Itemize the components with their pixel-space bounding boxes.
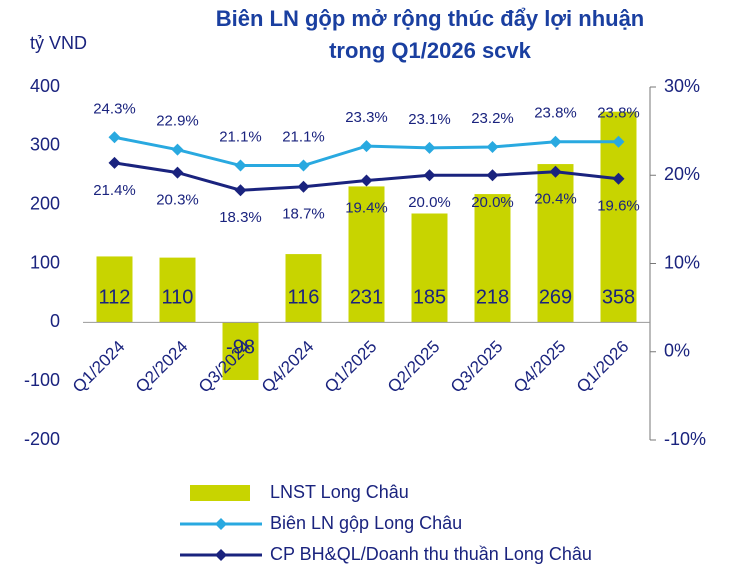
line-marker [423, 141, 436, 154]
line-marker [486, 141, 499, 154]
data-label: 18.7% [282, 206, 325, 223]
y2-tick-label: -10% [664, 429, 706, 449]
chart-title: Biên LN gộp mở rộng thúc đẩy lợi nhuận [216, 6, 645, 31]
line-marker [108, 156, 121, 169]
bar-value-label: 218 [476, 287, 509, 309]
bar-value-label: 358 [602, 287, 635, 309]
y2-tick-label: 30% [664, 76, 700, 96]
line-marker [108, 131, 121, 144]
line-marker [171, 143, 184, 156]
x-tick-label: Q2/2025 [384, 337, 444, 397]
data-label: 23.3% [345, 109, 388, 126]
bar-value-label: 116 [288, 287, 320, 309]
y-tick-label: 0 [50, 311, 60, 331]
legend-swatch [190, 485, 250, 501]
data-label: 21.1% [282, 129, 325, 146]
bar-value-label: 231 [350, 287, 383, 309]
data-label: 23.8% [597, 105, 640, 122]
data-label: 23.2% [471, 110, 514, 127]
y2-tick-label: 10% [664, 252, 700, 272]
line-marker [297, 159, 310, 172]
x-tick-label: Q1/2024 [69, 337, 129, 397]
y-tick-label: 100 [30, 252, 60, 272]
line-marker [612, 172, 625, 185]
data-label: 23.1% [408, 111, 451, 128]
data-label: 21.4% [93, 182, 136, 199]
legend-label: CP BH&QL/Doanh thu thuần Long Châu [270, 544, 592, 564]
y-tick-label: -100 [24, 370, 60, 390]
y-tick-label: 200 [30, 193, 60, 213]
legend-marker [215, 549, 227, 561]
bar [474, 194, 511, 323]
bar [159, 257, 196, 323]
y2-tick-label: 0% [664, 341, 690, 361]
line-marker [612, 135, 625, 148]
y-axis-label: tỷ VND [30, 33, 87, 53]
bar-value-label: 185 [413, 287, 446, 309]
bar-value-label: 112 [99, 287, 131, 309]
bar [285, 254, 322, 323]
line-marker [171, 166, 184, 179]
data-label: 20.3% [156, 192, 199, 209]
y-tick-label: 400 [30, 76, 60, 96]
line-marker [486, 169, 499, 182]
data-label: 19.6% [597, 198, 640, 215]
chart-title: trong Q1/2026 scvk [329, 38, 532, 63]
legend-label: LNST Long Châu [270, 482, 409, 502]
data-label: 20.0% [471, 194, 514, 211]
line-marker [360, 140, 373, 153]
legend-label: Biên LN gộp Long Châu [270, 513, 462, 533]
bar [348, 186, 385, 323]
bar-value-label: 269 [539, 287, 572, 309]
bar [537, 164, 574, 323]
data-label: 24.3% [93, 100, 136, 117]
line-marker [360, 174, 373, 187]
x-tick-label: Q4/2024 [258, 337, 318, 397]
data-label: 23.8% [534, 105, 577, 122]
x-tick-label: Q3/2025 [447, 337, 507, 397]
legend-marker [215, 518, 227, 530]
line-marker [234, 159, 247, 172]
line-marker [549, 165, 562, 178]
line-marker [297, 180, 310, 193]
data-label: 20.0% [408, 194, 451, 211]
data-label: 18.3% [219, 209, 262, 226]
line-marker [234, 184, 247, 197]
y-tick-label: 300 [30, 135, 60, 155]
bar-value-label: 110 [162, 287, 194, 309]
bar [222, 322, 259, 380]
y2-tick-label: 20% [664, 164, 700, 184]
bar [411, 213, 448, 323]
x-tick-label: Q2/2024 [132, 337, 192, 397]
data-label: 19.4% [345, 200, 388, 217]
x-tick-label: Q1/2026 [573, 337, 633, 397]
line-marker [423, 169, 436, 182]
x-tick-label: Q4/2025 [510, 337, 570, 397]
data-label: 21.1% [219, 129, 262, 146]
bar-value-label: -98 [226, 337, 255, 359]
data-label: 20.4% [534, 191, 577, 208]
data-label: 22.9% [156, 113, 199, 130]
line-marker [549, 135, 562, 148]
y-tick-label: -200 [24, 429, 60, 449]
x-tick-label: Q1/2025 [321, 337, 381, 397]
bar [96, 256, 133, 323]
